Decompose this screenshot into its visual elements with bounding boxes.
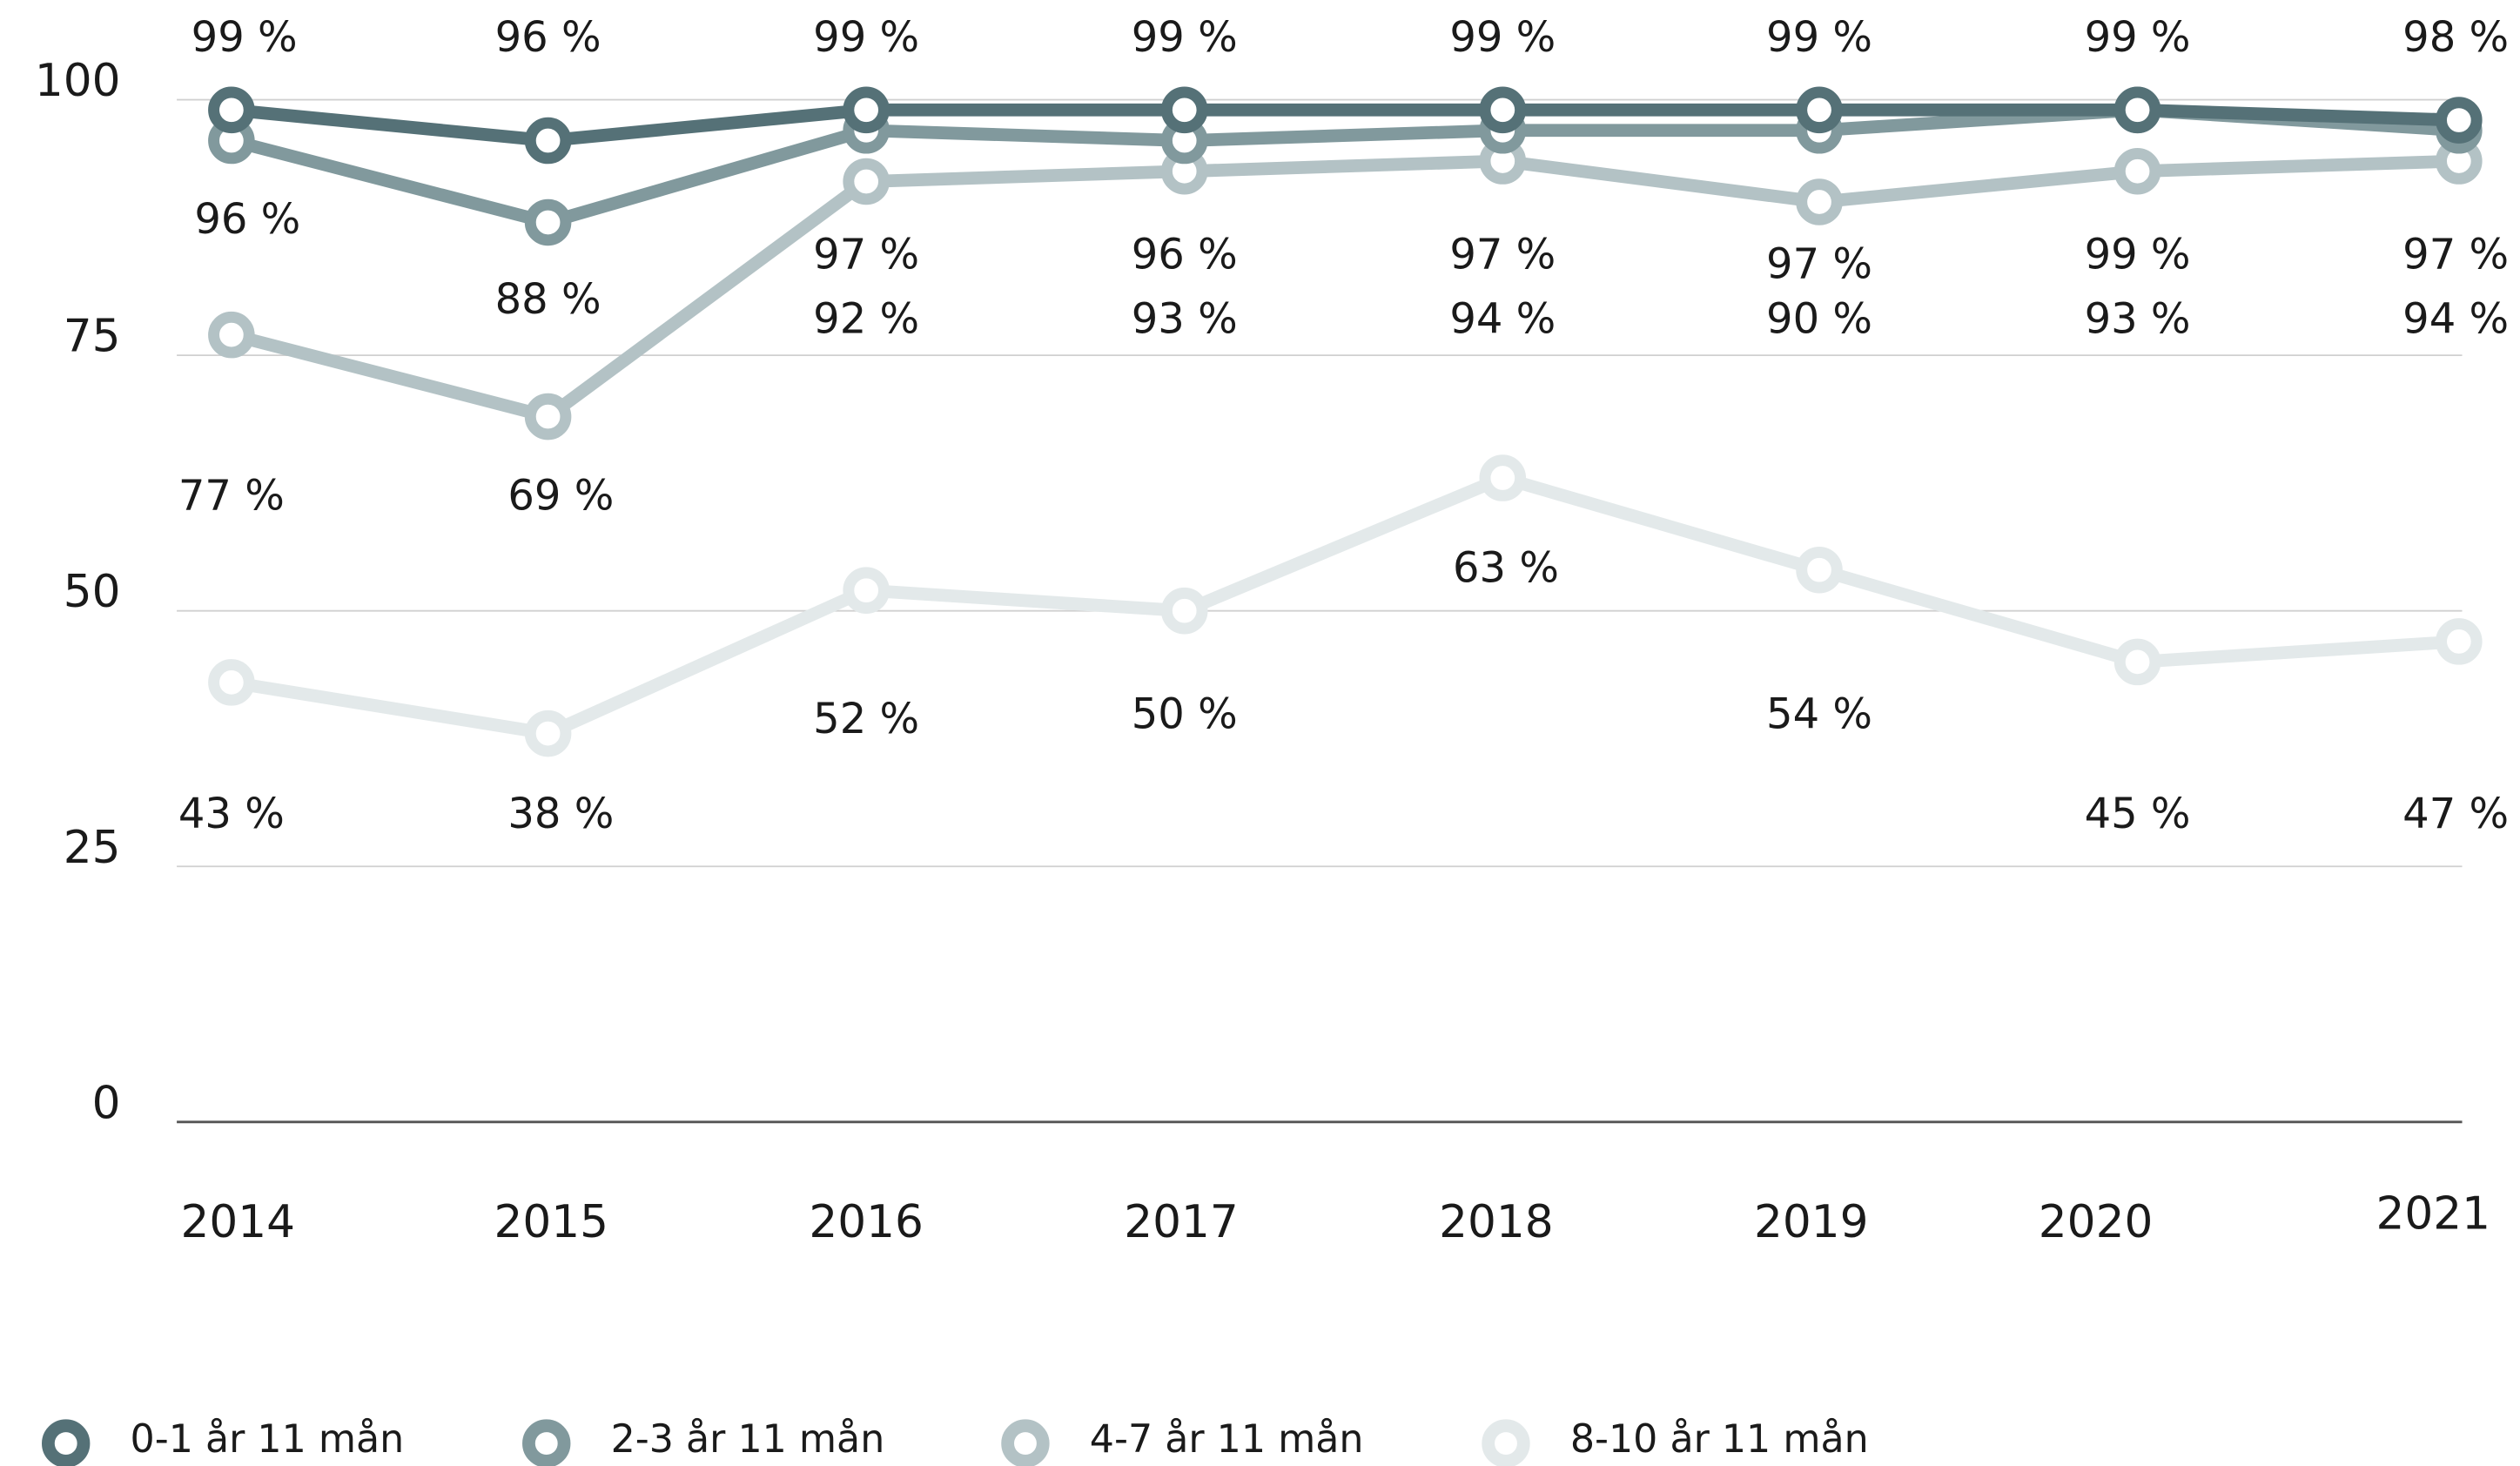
data-label: 99 %: [2085, 230, 2191, 279]
point: [524, 393, 572, 440]
x-tick-label: 2019: [1754, 1196, 1869, 1248]
data-label: 88 %: [495, 275, 601, 324]
point: [1160, 587, 1208, 635]
legend-marker: [1482, 1419, 1530, 1466]
line: [230, 471, 2460, 740]
legend-label: 4-7 år 11 mån: [1090, 1417, 1364, 1462]
legend-label: 8-10 år 11 mån: [1570, 1417, 1869, 1462]
x-tick-label: 2021: [2376, 1188, 2491, 1241]
point: [1796, 546, 1843, 594]
y-tick-label: 100: [35, 55, 121, 107]
data-label: 94 %: [1449, 294, 1556, 343]
y-tick-label: 75: [64, 311, 121, 363]
data-label: 99 %: [2085, 13, 2191, 62]
data-label: 38 %: [507, 790, 614, 838]
y-tick-label: 50: [64, 566, 121, 618]
point: [2113, 638, 2161, 686]
data-label: 45 %: [2085, 790, 2191, 838]
point: [1796, 178, 1843, 225]
line: [231, 103, 2460, 147]
y-tick-label: 0: [92, 1077, 121, 1129]
data-label: 99 %: [813, 13, 919, 62]
point: [2436, 618, 2483, 665]
point: [843, 567, 890, 614]
legend-label: 0-1 år 11 mån: [131, 1417, 405, 1462]
point: [1796, 86, 1843, 134]
point: [1479, 86, 1527, 134]
data-label: 99 %: [1132, 13, 1238, 62]
point: [2436, 97, 2483, 144]
x-tick-label: 2015: [494, 1196, 609, 1248]
data-label: 97 %: [1449, 230, 1556, 279]
point: [524, 198, 572, 246]
legend-marker: [42, 1419, 91, 1466]
point: [2113, 86, 2161, 134]
x-tick-label: 2018: [1439, 1196, 1554, 1248]
data-label: 93 %: [2085, 294, 2191, 343]
data-label: 54 %: [1766, 690, 1872, 739]
x-tick-label: 2017: [1124, 1196, 1239, 1248]
x-tick-label: 2020: [2039, 1196, 2154, 1248]
series: [208, 138, 2483, 440]
data-label: 97 %: [813, 230, 919, 279]
point: [524, 117, 572, 165]
data-label: 99 %: [192, 13, 298, 62]
point: [208, 311, 255, 359]
data-label: 52 %: [813, 695, 919, 743]
data-label: 47 %: [2402, 790, 2509, 838]
data-label: 96 %: [495, 13, 601, 62]
point: [843, 86, 890, 134]
data-label: 63 %: [1453, 544, 1559, 593]
data-label: 43 %: [178, 790, 285, 838]
series: [208, 454, 2483, 757]
data-label: 96 %: [194, 195, 300, 244]
point: [208, 86, 255, 134]
point: [1479, 454, 1527, 501]
data-label: 98 %: [2402, 13, 2509, 62]
legend-marker: [522, 1419, 571, 1466]
data-label: 99 %: [1766, 13, 1872, 62]
series: [208, 86, 2483, 165]
y-tick-label: 25: [64, 822, 121, 874]
point: [524, 709, 572, 757]
data-label: 92 %: [813, 294, 919, 343]
data-label: 94 %: [2402, 294, 2509, 343]
point: [2113, 147, 2161, 195]
point: [208, 659, 255, 706]
line: [230, 154, 2460, 423]
data-label: 93 %: [1132, 294, 1238, 343]
data-label: 77 %: [178, 471, 285, 520]
data-label: 99 %: [1449, 13, 1556, 62]
x-tick-label: 2016: [809, 1196, 924, 1248]
data-label: 69 %: [507, 471, 614, 520]
data-label: 97 %: [1766, 240, 1872, 289]
point: [843, 158, 890, 205]
x-tick-label: 2014: [180, 1196, 295, 1248]
legend-label: 2-3 år 11 mån: [611, 1417, 885, 1462]
point: [1160, 86, 1208, 134]
data-label: 96 %: [1132, 230, 1238, 279]
data-label: 90 %: [1766, 294, 1872, 343]
legend-marker: [1001, 1419, 1050, 1466]
data-label: 97 %: [2402, 230, 2509, 279]
data-label: 50 %: [1132, 690, 1238, 739]
